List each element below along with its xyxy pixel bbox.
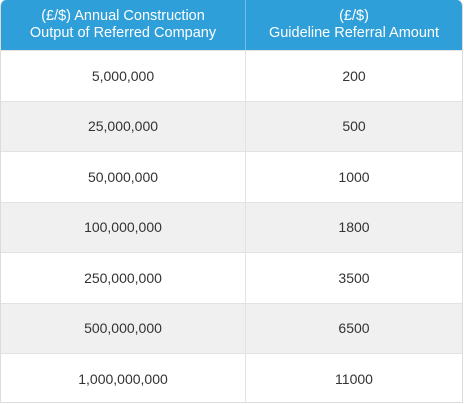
header-text: Guideline Referral Amount	[268, 25, 440, 41]
table-cell: 1,000,000,000	[1, 354, 246, 402]
table-cell: 500,000,000	[1, 303, 246, 353]
table-row: 250,000,000 3500	[1, 252, 462, 303]
table-cell: 200	[342, 67, 366, 84]
table-cell: 500	[342, 118, 366, 135]
table-row: 1,000,000,000 11000	[1, 353, 462, 402]
header-text: (£/$)	[339, 8, 369, 24]
table-cell: 1800	[338, 219, 370, 236]
table-cell: 100,000,000	[1, 202, 246, 252]
table-cell: 5,000,000	[1, 51, 246, 101]
header-cell: (£/$) Guideline Referral Amount	[246, 0, 462, 50]
header-row: (£/$) Annual Construction Output of Refer…	[1, 0, 462, 50]
table-cell: 25,000,000	[1, 101, 246, 151]
table-cell: 3500	[338, 269, 370, 286]
table-row: 500,000,000 6500	[1, 302, 462, 353]
header-text: Output of Referred Company	[29, 25, 217, 41]
table-row: 50,000,000 1000	[1, 151, 462, 202]
table-cell: 250,000,000	[1, 253, 246, 303]
table-row: 5,000,000 200	[1, 50, 462, 101]
header-cell: (£/$) Annual Construction Output of Refer…	[1, 0, 246, 50]
table-cell: 1000	[338, 168, 370, 185]
header-text: (£/$) Annual Construction	[41, 8, 205, 24]
table-row: 25,000,000 500	[1, 100, 462, 151]
table-row: 100,000,000 1800	[1, 201, 462, 252]
table-cell: 6500	[338, 320, 370, 337]
table-cell: 50,000,000	[1, 152, 246, 202]
table-cell: 11000	[335, 370, 373, 387]
